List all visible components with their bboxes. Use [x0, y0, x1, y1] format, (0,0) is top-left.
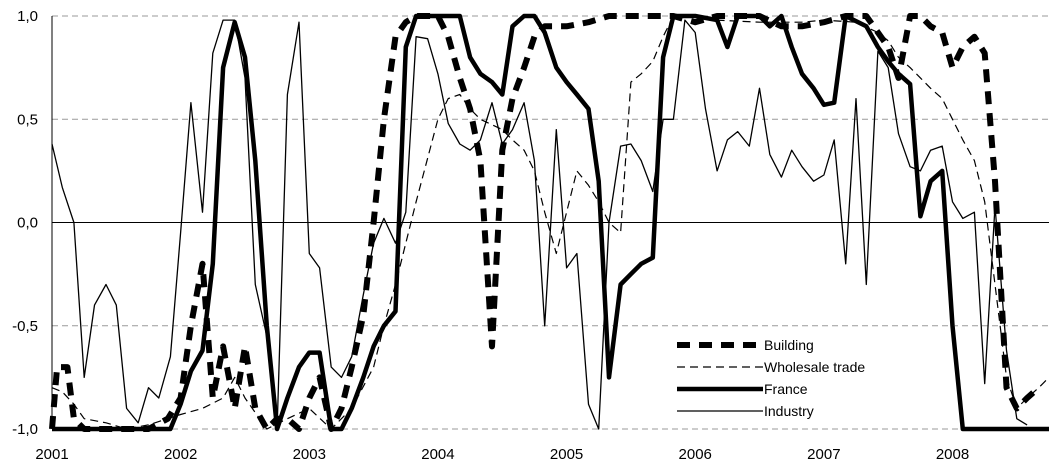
series-line-wholesale-trade	[51, 15, 1050, 430]
x-tick-label: 2003	[293, 446, 326, 463]
series-layer	[49, 13, 1050, 432]
y-tick-label: -1,0	[12, 421, 38, 438]
x-tick-label: 2002	[164, 446, 197, 463]
x-tick-label: 2007	[807, 446, 840, 463]
legend-label: Building	[764, 337, 814, 353]
y-tick-label: -0,5	[12, 318, 38, 335]
x-axis-ticks: 2001 2002 2003 2004 2005 2006 2007 2008	[35, 446, 969, 463]
x-tick-label: 2008	[936, 446, 969, 463]
y-tick-label: 0,0	[17, 215, 38, 232]
gridlines	[52, 15, 1049, 430]
x-tick-label: 2005	[550, 446, 583, 463]
legend: Building Wholesale trade France Industry	[677, 337, 865, 419]
legend-label: Wholesale trade	[764, 359, 865, 375]
y-axis-ticks: -1,0 -0,5 0,0 0,5 1,0	[12, 8, 38, 438]
y-tick-label: 1,0	[17, 8, 38, 25]
x-tick-label: 2001	[35, 446, 68, 463]
series-line-france	[52, 13, 1049, 432]
x-tick-label: 2004	[421, 446, 454, 463]
y-tick-label: 0,5	[17, 111, 38, 128]
x-tick-label: 2006	[679, 446, 712, 463]
legend-label: Industry	[764, 403, 814, 419]
legend-label: France	[764, 381, 808, 397]
series-line-building	[49, 13, 1041, 432]
series-line-industry	[51, 19, 1028, 430]
